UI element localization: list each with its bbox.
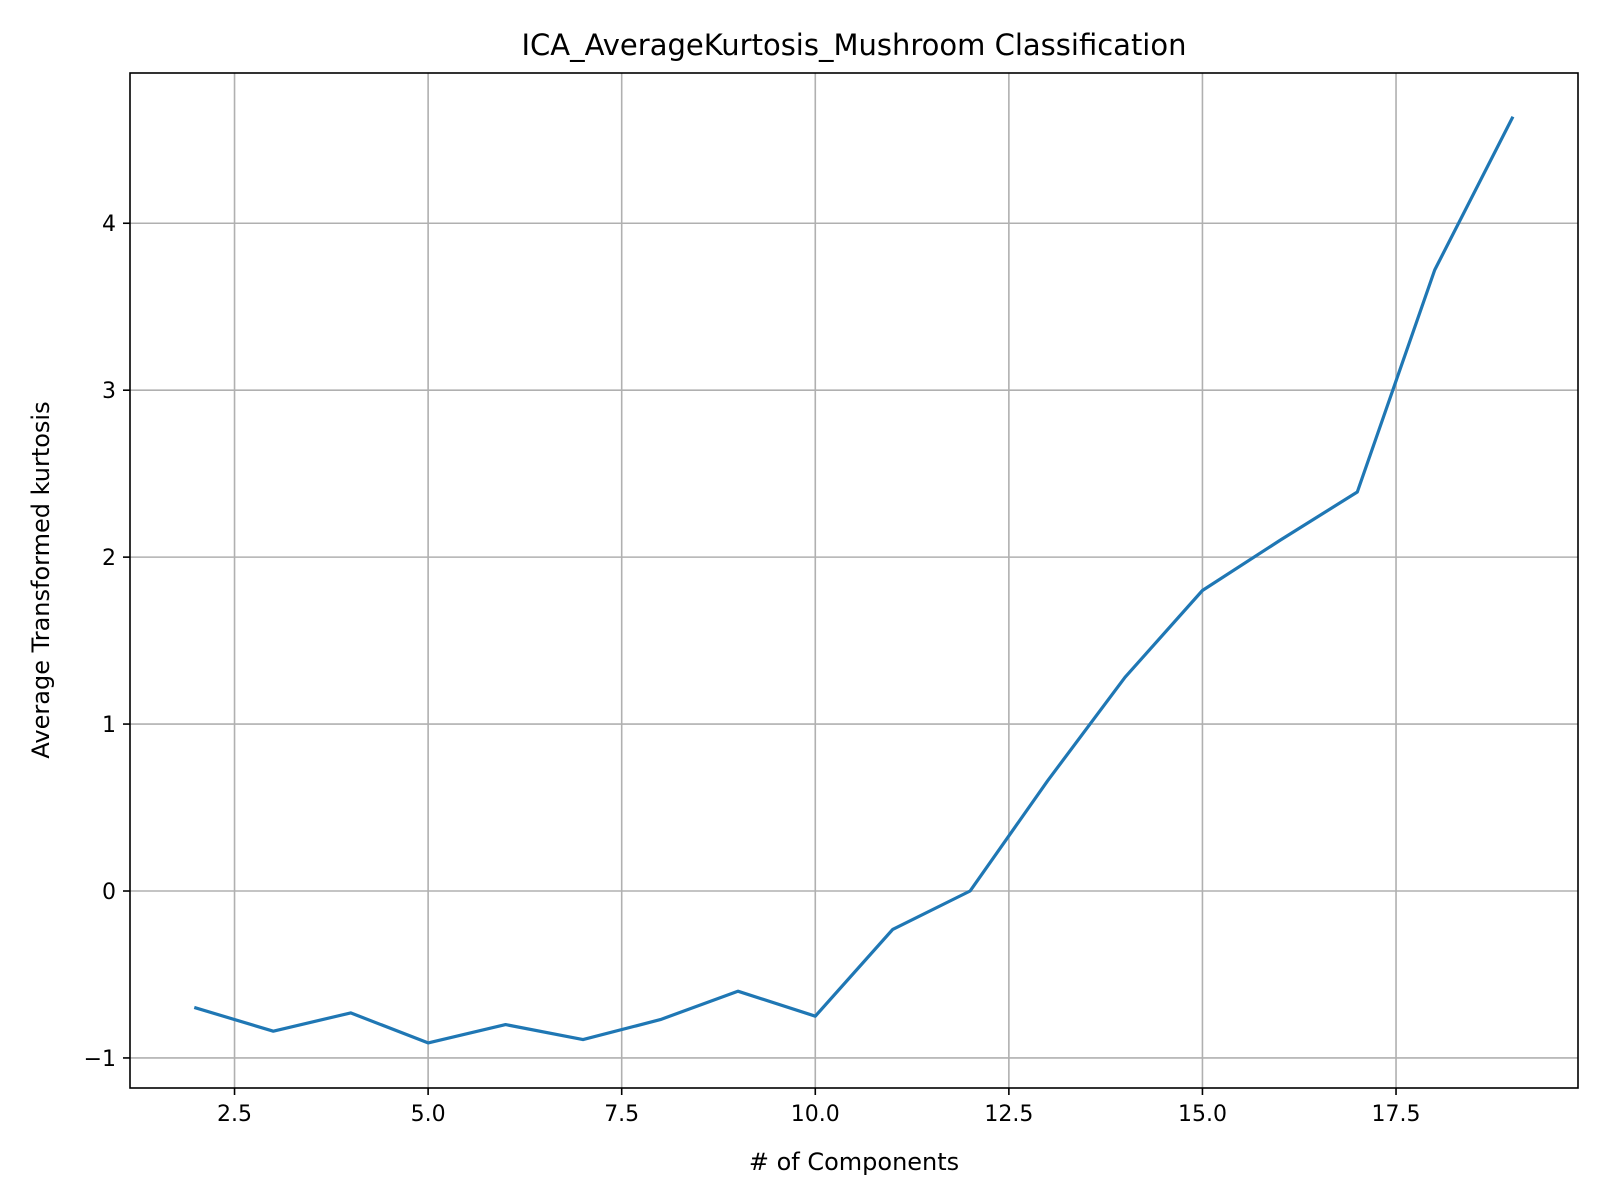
y-tick-label: −1 [84,1047,116,1072]
plot-frame [129,72,1579,1089]
x-tick-label: 5.0 [411,1102,446,1127]
chart-title: ICA_AverageKurtosis_Mushroom Classificat… [521,28,1186,62]
grid-lines [130,73,1578,1088]
y-axis-ticks: −1 0 1 2 3 4 [84,212,130,1072]
series-layer [193,115,1515,1045]
series-line [193,115,1515,1045]
x-tick-label: 2.5 [217,1102,252,1127]
y-tick-label: 2 [102,546,116,571]
x-tick-label: 7.5 [604,1102,639,1127]
x-tick-label: 10.0 [791,1102,840,1127]
y-axis-title: Average Transformed kurtosis [27,401,55,758]
x-axis-title: # of Components [749,1148,959,1176]
y-tick-label: 0 [102,880,116,905]
x-tick-label: 12.5 [984,1102,1033,1127]
y-tick-label: 3 [102,379,116,404]
x-axis-ticks: 2.5 5.0 7.5 10.0 12.5 15.0 17.5 [217,1088,1421,1127]
x-tick-label: 17.5 [1372,1102,1421,1127]
y-tick-label: 1 [102,713,116,738]
x-tick-label: 15.0 [1178,1102,1227,1127]
y-tick-label: 4 [102,212,116,237]
